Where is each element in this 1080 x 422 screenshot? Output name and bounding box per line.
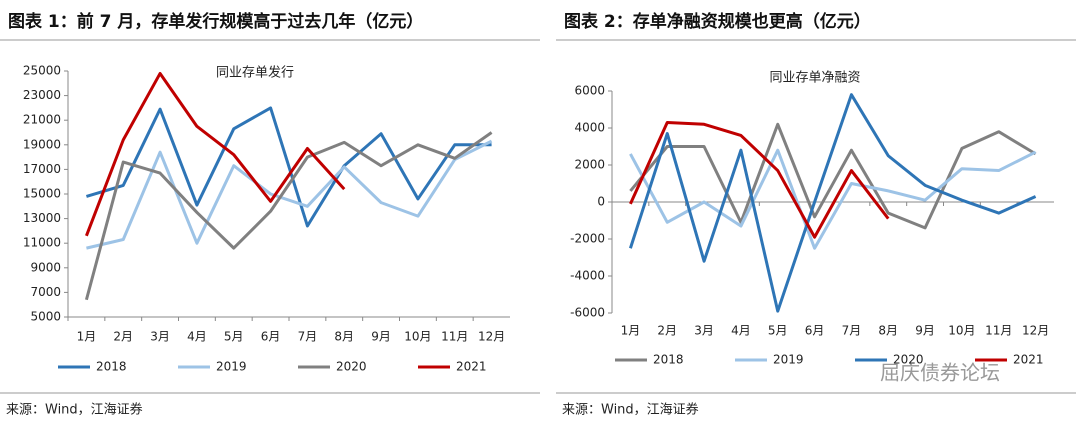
y-tick-label: -2000 <box>570 232 605 246</box>
series-line <box>629 148 1037 250</box>
x-tick-label: 12月 <box>1022 324 1049 338</box>
legend-label: 2019 <box>216 360 247 374</box>
y-tick-label: -4000 <box>570 269 605 283</box>
x-tick-label: 10月 <box>404 330 431 344</box>
x-tick-label: 1月 <box>77 330 97 344</box>
x-tick-label: 4月 <box>187 330 207 344</box>
series-line <box>86 139 493 250</box>
series-line <box>84 131 493 301</box>
y-tick-label: 7000 <box>30 285 61 299</box>
y-tick-label: -6000 <box>570 306 605 320</box>
series-line <box>629 120 890 239</box>
legend-label: 2018 <box>96 360 127 374</box>
y-tick-label: 5000 <box>30 310 61 324</box>
series-line <box>629 122 1037 230</box>
y-tick-label: 19000 <box>23 137 61 151</box>
legend-label: 2020 <box>893 353 924 367</box>
x-tick-label: 2月 <box>657 324 677 338</box>
y-tick-label: 2000 <box>574 158 605 172</box>
y-tick-label: 6000 <box>574 84 605 98</box>
y-tick-label: 21000 <box>23 113 61 127</box>
chart-subtitle: 同业存单净融资 <box>769 71 860 86</box>
x-tick-label: 12月 <box>478 330 505 344</box>
x-tick-label: 3月 <box>694 324 714 338</box>
series-line <box>85 106 492 228</box>
source: 来源：Wind，江海证券 <box>6 402 143 418</box>
legend-label: 2018 <box>653 353 684 367</box>
x-tick-label: 9月 <box>915 324 935 338</box>
x-tick-label: 6月 <box>261 330 281 344</box>
y-tick-label: 15000 <box>23 187 61 201</box>
x-tick-label: 10月 <box>948 324 975 338</box>
y-tick-label: 9000 <box>30 260 61 274</box>
x-tick-label: 6月 <box>805 324 825 338</box>
y-tick-label: 17000 <box>23 162 61 176</box>
y-tick-label: 0 <box>597 195 605 209</box>
x-tick-label: 9月 <box>371 330 391 344</box>
watermark: 屈庆债券论坛 <box>880 361 1000 385</box>
x-tick-label: 11月 <box>985 324 1012 338</box>
legend-label: 2020 <box>336 360 367 374</box>
x-tick-label: 11月 <box>441 330 468 344</box>
x-tick-label: 4月 <box>731 324 751 338</box>
chart-title: 图表 2：存单净融资规模也更高（亿元） <box>564 11 871 32</box>
source: 来源：Wind，江海证券 <box>562 402 699 418</box>
x-tick-label: 2月 <box>113 330 133 344</box>
legend-label: 2019 <box>773 353 804 367</box>
legend-label: 2021 <box>1013 353 1044 367</box>
legend-label: 2021 <box>456 360 487 374</box>
y-tick-label: 13000 <box>23 211 61 225</box>
x-tick-label: 7月 <box>298 330 318 344</box>
x-tick-label: 3月 <box>150 330 170 344</box>
x-tick-label: 8月 <box>878 324 898 338</box>
y-tick-label: 11000 <box>23 236 61 250</box>
series-line <box>85 71 346 237</box>
x-tick-label: 1月 <box>621 324 641 338</box>
x-tick-label: 7月 <box>842 324 862 338</box>
chart-subtitle: 同业存单发行 <box>216 65 294 81</box>
x-tick-label: 5月 <box>224 330 244 344</box>
chart-title: 图表 1：前 7 月，存单发行规模高于过去几年（亿元） <box>8 11 423 32</box>
series-line <box>628 93 1037 313</box>
x-tick-label: 8月 <box>334 330 354 344</box>
x-tick-label: 5月 <box>768 324 788 338</box>
y-tick-label: 25000 <box>23 64 61 78</box>
y-tick-label: 4000 <box>574 121 605 135</box>
y-tick-label: 23000 <box>23 88 61 102</box>
